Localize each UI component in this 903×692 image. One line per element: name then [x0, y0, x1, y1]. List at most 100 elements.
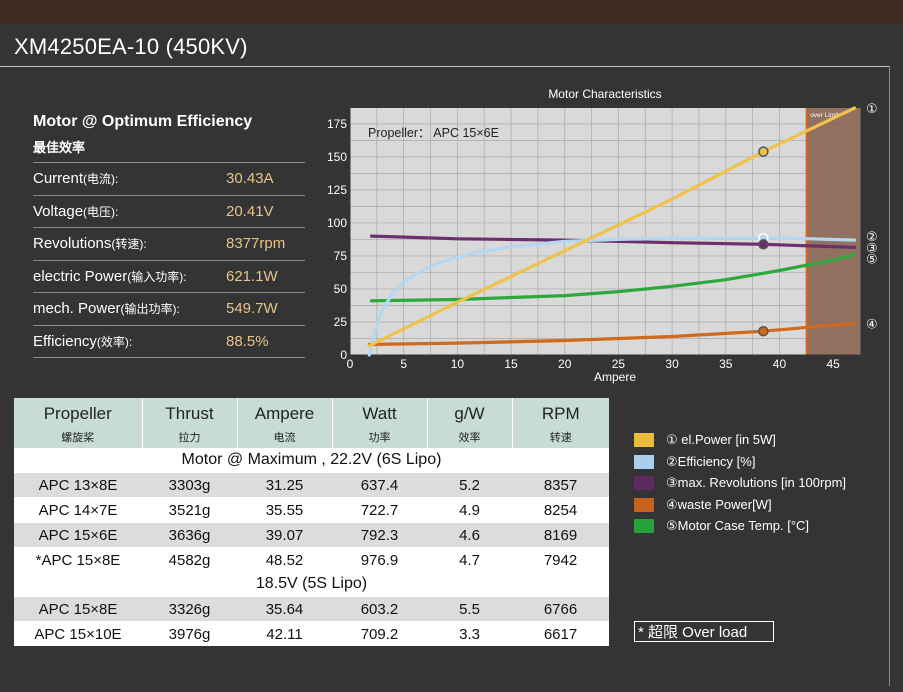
header-en: g/W — [454, 404, 485, 423]
x-tick-label: 0 — [347, 357, 354, 371]
series-line-4 — [367, 321, 857, 346]
x-tick-label: 30 — [665, 357, 679, 371]
series-line-1 — [367, 106, 857, 348]
optimum-label-zh: (效率): — [96, 334, 133, 349]
y-tick-label: 125 — [327, 183, 347, 197]
header-zh: 功率 — [368, 432, 391, 444]
series-id-label-2: ② — [866, 230, 878, 245]
x-tick-label: 5 — [400, 357, 407, 371]
table-cell: 7942 — [512, 547, 609, 572]
legend-text: ④waste Power[W] — [666, 496, 772, 512]
header-zh: 效率 — [458, 432, 481, 444]
motor-chart: over Limit 0 5 10 15 20 25 30 35 40 45 0 25 50 75 100 12… — [327, 87, 878, 384]
table-cell: 8254 — [512, 497, 609, 523]
table-cell: 3976g — [142, 621, 237, 646]
x-tick-label: 40 — [773, 357, 787, 371]
overlimit-label: over Limit — [810, 112, 838, 119]
table-cell: APC 15×6E — [14, 522, 142, 548]
legend-text: ① el.Power [in 5W] — [666, 432, 776, 447]
table-cell: 4.7 — [427, 547, 512, 572]
optimum-row: Revolutions(转速): 8377rpm — [33, 227, 305, 260]
table-cell: 3521g — [142, 497, 237, 523]
right-divider — [889, 66, 890, 686]
table-cell: 4582g — [142, 547, 237, 572]
y-tick-label: 75 — [334, 249, 348, 263]
table-cell: 722.7 — [332, 497, 427, 523]
legend-swatch — [634, 454, 654, 469]
series-id-label-4: ④ — [866, 317, 878, 332]
y-tick-label: 25 — [334, 315, 348, 329]
table-header-cell: Watt 功率 — [332, 398, 428, 448]
table-cell: 637.4 — [332, 472, 427, 498]
table-cell: APC 14×7E — [14, 497, 142, 523]
x-tick-label: 20 — [558, 357, 572, 371]
table-header-cell: Ampere 电流 — [237, 398, 333, 448]
table-cell: 5.2 — [427, 472, 512, 498]
optimum-value: 621.1W — [226, 267, 278, 285]
table-cell: 6617 — [512, 621, 609, 646]
legend-swatch — [634, 519, 654, 533]
table-cell: 31.25 — [237, 472, 332, 498]
table-cell: 792.3 — [332, 522, 427, 548]
table-cell: *APC 15×8E — [14, 547, 142, 572]
table-cell: 709.2 — [332, 621, 427, 646]
table-cell: 8169 — [512, 522, 609, 548]
table-cell: 35.64 — [237, 596, 332, 622]
table-row: APC 14×7E 3521g 35.55 722.7 4.9 8254 — [14, 497, 609, 523]
table-cell: 603.2 — [332, 596, 427, 622]
optimum-row: Current(电流): 30.43A — [33, 162, 305, 195]
table-cell: 4.9 — [427, 497, 512, 523]
optimum-subtitle: 最佳效率 — [33, 140, 86, 155]
section-title: Motor @ Maximum , 22.2V (6S Lipo) — [14, 448, 609, 473]
x-tick-label: 15 — [504, 357, 518, 371]
header-en: Watt — [362, 404, 397, 423]
optimum-label-zh: (电流): — [83, 172, 119, 186]
optimum-label: Voltage(电压): — [33, 203, 118, 220]
table-section-row: 18.5V (5S Lipo) — [14, 572, 609, 597]
header-zh: 拉力 — [178, 432, 201, 444]
series-id-label-5: ⑤ — [866, 253, 878, 268]
y-tick-label: 100 — [327, 216, 347, 230]
optimum-value: 88.5% — [226, 332, 269, 350]
optimum-label: Current(电流): — [33, 170, 118, 187]
table-header-row: Propeller 螺旋桨 Thrust 拉力 Ampere 电流 Watt 功率 g/W 效率 R… — [14, 398, 609, 448]
header-en: Ampere — [254, 404, 315, 423]
table-row: APC 15×6E 3636g 39.07 792.3 4.6 8169 — [14, 522, 609, 548]
x-tick-label: 35 — [719, 357, 733, 371]
legend-swatch — [634, 476, 654, 490]
optimum-row: mech. Power(输出功率): 549.7W — [33, 292, 305, 325]
optimum-label-zh: (输出功率): — [120, 302, 180, 316]
optimum-label-en: electric Power — [33, 267, 128, 285]
table-header-cell: RPM 转速 — [512, 398, 609, 448]
table-cell: APC 15×8E — [14, 596, 142, 622]
table-row: APC 13×8E 3303g 31.25 637.4 5.2 8357 — [14, 472, 609, 498]
table-row: APC 15×8E 3326g 35.64 603.2 5.5 6766 — [14, 596, 609, 622]
series-marker-3 — [758, 239, 769, 250]
table-cell: 39.07 — [237, 522, 332, 548]
header-zh: 转速 — [549, 432, 572, 444]
x-tick-label: 45 — [826, 357, 840, 371]
series-line-5 — [369, 253, 857, 303]
optimum-value: 20.41V — [226, 202, 274, 220]
header-en: Propeller — [43, 404, 112, 423]
table-cell: 976.9 — [332, 547, 427, 572]
header-zh: 螺旋桨 — [61, 432, 95, 444]
optimum-label: Revolutions(转速): — [33, 235, 147, 252]
table-row: APC 15×10E 3976g 42.11 709.2 3.3 6617 — [14, 621, 609, 646]
top-bar — [0, 0, 903, 24]
optimum-label-en: Efficiency — [33, 332, 97, 350]
table-cell: APC 13×8E — [14, 472, 142, 498]
optimum-label-zh: (电压): — [83, 204, 119, 219]
y-tick-label: 150 — [327, 150, 347, 164]
optimum-label-en: Current — [33, 170, 84, 187]
table-row: *APC 15×8E 4582g 48.52 976.9 4.7 7942 — [14, 547, 609, 572]
optimum-label: Efficiency(效率): — [33, 333, 132, 350]
table-header-cell: g/W 效率 — [427, 398, 513, 448]
legend-text: ⑤Motor Case Temp. [°C] — [666, 518, 810, 533]
header-zh: 电流 — [273, 432, 296, 444]
legend-text: ③max. Revolutions [in 100rpm] — [666, 475, 847, 490]
chart-annotation: Propeller： APC 15×6E — [368, 126, 499, 140]
table-cell: 42.11 — [237, 621, 332, 646]
series-line-3 — [369, 234, 857, 249]
optimum-label: electric Power(输入功率): — [33, 268, 187, 285]
